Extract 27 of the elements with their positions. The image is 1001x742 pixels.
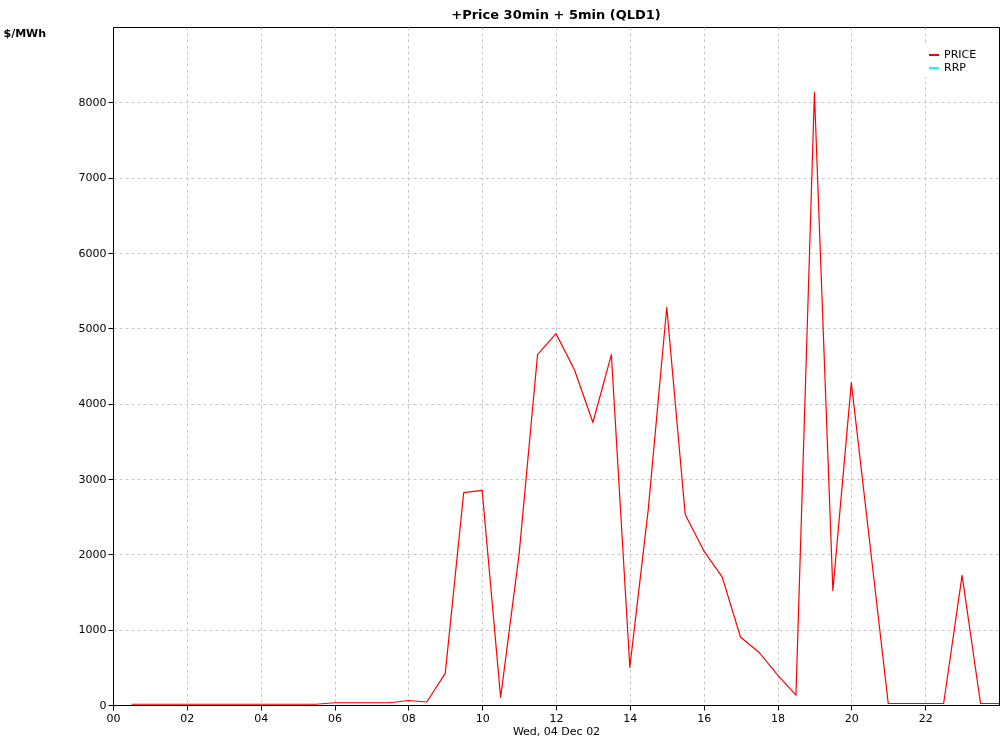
y-tick-label: 7000 [78, 171, 107, 185]
x-tick-label: 10 [475, 711, 490, 725]
x-tick-label: 00 [106, 711, 121, 725]
legend-label: PRICE [944, 48, 977, 61]
x-tick-label: 22 [918, 711, 933, 725]
y-axis-title: $/MWh [3, 26, 47, 40]
y-tick-label: 2000 [78, 547, 107, 561]
legend-label: RRP [944, 61, 967, 74]
x-tick-label: 16 [697, 711, 712, 725]
y-tick-label: 4000 [78, 397, 107, 411]
y-tick-label: 1000 [78, 623, 107, 637]
x-tick-label: 18 [771, 711, 785, 725]
x-tick-label: 14 [623, 711, 638, 725]
x-axis-title: Wed, 04 Dec 02 [512, 724, 601, 738]
y-tick-label: 6000 [78, 246, 107, 260]
y-tick-label: 0 [99, 698, 107, 712]
y-tick-label: 5000 [78, 321, 107, 335]
x-tick-label: 04 [254, 711, 269, 725]
x-tick-label: 20 [844, 711, 859, 725]
x-tick-label: 06 [328, 711, 342, 725]
x-tick-label: 02 [180, 711, 195, 725]
x-tick-label: 08 [401, 711, 416, 725]
x-tick-label: 12 [549, 711, 564, 725]
y-tick-label: 3000 [78, 472, 107, 486]
y-tick-label: 8000 [78, 95, 107, 109]
line-series [130, 91, 1000, 705]
chart-title: +Price 30min + 5min (QLD1) [451, 7, 661, 22]
